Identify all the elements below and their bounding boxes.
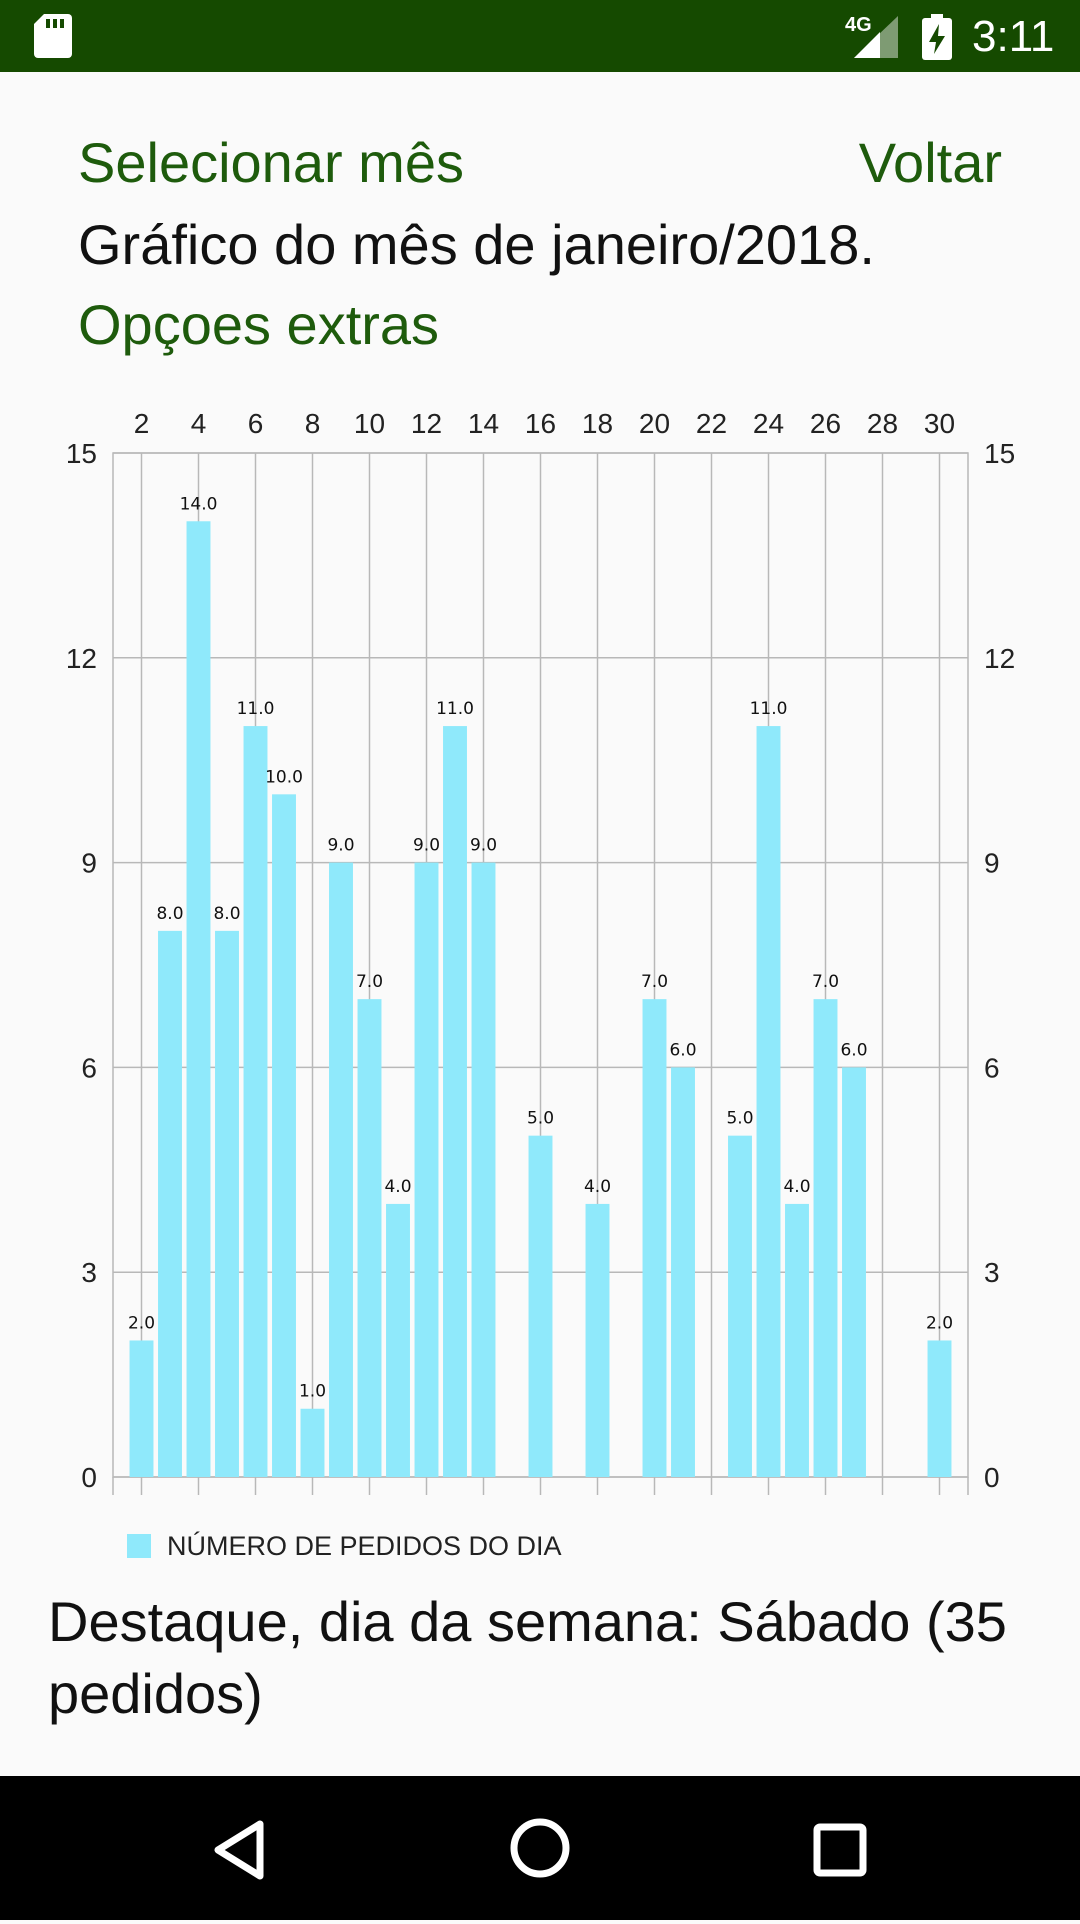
bar-value-label: 4.0 [384, 1177, 411, 1197]
battery-charging-icon [922, 14, 952, 60]
bar [129, 1340, 154, 1477]
y-tick-label-left: 3 [81, 1257, 97, 1288]
bar [443, 726, 467, 1477]
bar-value-label: 14.0 [180, 494, 218, 514]
chart-legend: NÚMERO DE PEDIDOS DO DIA [127, 1529, 562, 1563]
bar [186, 521, 211, 1477]
bar-value-label: 5.0 [726, 1109, 753, 1129]
bar [642, 999, 667, 1477]
legend-swatch [127, 1534, 151, 1558]
bar [329, 862, 353, 1477]
signal-icon [854, 16, 898, 58]
bar [471, 862, 496, 1477]
y-tick-label-right: 6 [984, 1052, 1000, 1083]
x-tick-label: 22 [696, 408, 727, 439]
select-month-link[interactable]: Selecionar mês [78, 131, 464, 194]
x-tick-label: 6 [248, 408, 264, 439]
extra-options-link[interactable]: Opçoes extras [78, 293, 440, 356]
bar [386, 1203, 410, 1477]
bar-value-label: 1.0 [299, 1382, 326, 1402]
home-circle-icon [510, 1818, 570, 1878]
bar [215, 930, 239, 1477]
y-tick-label-right: 9 [984, 848, 1000, 879]
bar-value-label: 7.0 [812, 972, 839, 992]
bar [300, 1408, 325, 1477]
bar [756, 726, 781, 1477]
sd-card-icon [34, 14, 72, 58]
bar-value-label: 7.0 [641, 972, 668, 992]
chart-heading: Gráfico do mês de janeiro/2018. [78, 213, 875, 276]
bar-value-label: 4.0 [783, 1177, 810, 1197]
bar [842, 1067, 866, 1477]
y-tick-label-left: 15 [66, 438, 97, 469]
x-tick-label: 12 [411, 408, 442, 439]
x-tick-label: 8 [305, 408, 321, 439]
bar [728, 1135, 752, 1477]
y-tick-label-left: 6 [81, 1052, 97, 1083]
bar-value-label: 6.0 [669, 1040, 696, 1060]
y-tick-label-right: 15 [984, 438, 1015, 469]
y-tick-label-right: 0 [984, 1462, 1000, 1493]
bar-value-label: 10.0 [265, 767, 303, 787]
nav-recents-button[interactable] [768, 1776, 912, 1920]
bar-value-label: 8.0 [213, 904, 240, 924]
bar-value-label: 4.0 [584, 1177, 611, 1197]
bar-value-label: 11.0 [436, 699, 474, 719]
bar [272, 794, 296, 1477]
x-tick-label: 10 [354, 408, 385, 439]
y-tick-label-left: 0 [81, 1462, 97, 1493]
back-link[interactable]: Voltar [858, 131, 1002, 194]
clock: 3:11 [972, 12, 1055, 61]
nav-back-button[interactable] [168, 1776, 312, 1920]
network-type-label: 4G [845, 14, 872, 36]
bar-value-label: 9.0 [327, 836, 354, 856]
y-tick-label-left: 9 [81, 848, 97, 879]
bar [813, 999, 838, 1477]
bar-value-label: 2.0 [926, 1313, 953, 1333]
x-tick-label: 28 [867, 408, 898, 439]
bar-value-label: 11.0 [750, 699, 788, 719]
bar [528, 1135, 553, 1477]
bar [927, 1340, 952, 1477]
y-tick-label-right: 3 [984, 1257, 1000, 1288]
status-bar: 4G 3:11 [0, 0, 1080, 72]
bar-value-label: 11.0 [237, 699, 275, 719]
bar [785, 1203, 809, 1477]
bar [158, 930, 182, 1477]
bar-value-label: 5.0 [527, 1109, 554, 1129]
x-tick-label: 26 [810, 408, 841, 439]
navigation-bar [0, 1776, 1080, 1920]
x-tick-label: 4 [191, 408, 207, 439]
bar [671, 1067, 695, 1477]
legend-label: NÚMERO DE PEDIDOS DO DIA [167, 1530, 562, 1561]
bar-value-label: 8.0 [156, 904, 183, 924]
bar-value-label: 9.0 [470, 836, 497, 856]
recents-square-icon [813, 1823, 867, 1877]
x-tick-label: 16 [525, 408, 556, 439]
x-tick-label: 18 [582, 408, 613, 439]
x-tick-label: 20 [639, 408, 670, 439]
bar-value-label: 7.0 [356, 972, 383, 992]
bar [357, 999, 382, 1477]
bar-value-label: 9.0 [413, 836, 440, 856]
back-triangle-icon [214, 1820, 264, 1880]
x-tick-label: 14 [468, 408, 499, 439]
highlight-text: Destaque, dia da semana: Sábado (35 pedi… [48, 1590, 1007, 1725]
x-tick-label: 24 [753, 408, 784, 439]
bar [243, 726, 268, 1477]
y-tick-label-right: 12 [984, 643, 1015, 674]
x-tick-label: 2 [134, 408, 150, 439]
bar [585, 1203, 610, 1477]
nav-home-button[interactable] [468, 1776, 612, 1920]
bar-value-label: 2.0 [128, 1313, 155, 1333]
bar-value-label: 6.0 [840, 1040, 867, 1060]
bar [414, 862, 439, 1477]
x-tick-label: 30 [924, 408, 955, 439]
y-tick-label-left: 12 [66, 643, 97, 674]
